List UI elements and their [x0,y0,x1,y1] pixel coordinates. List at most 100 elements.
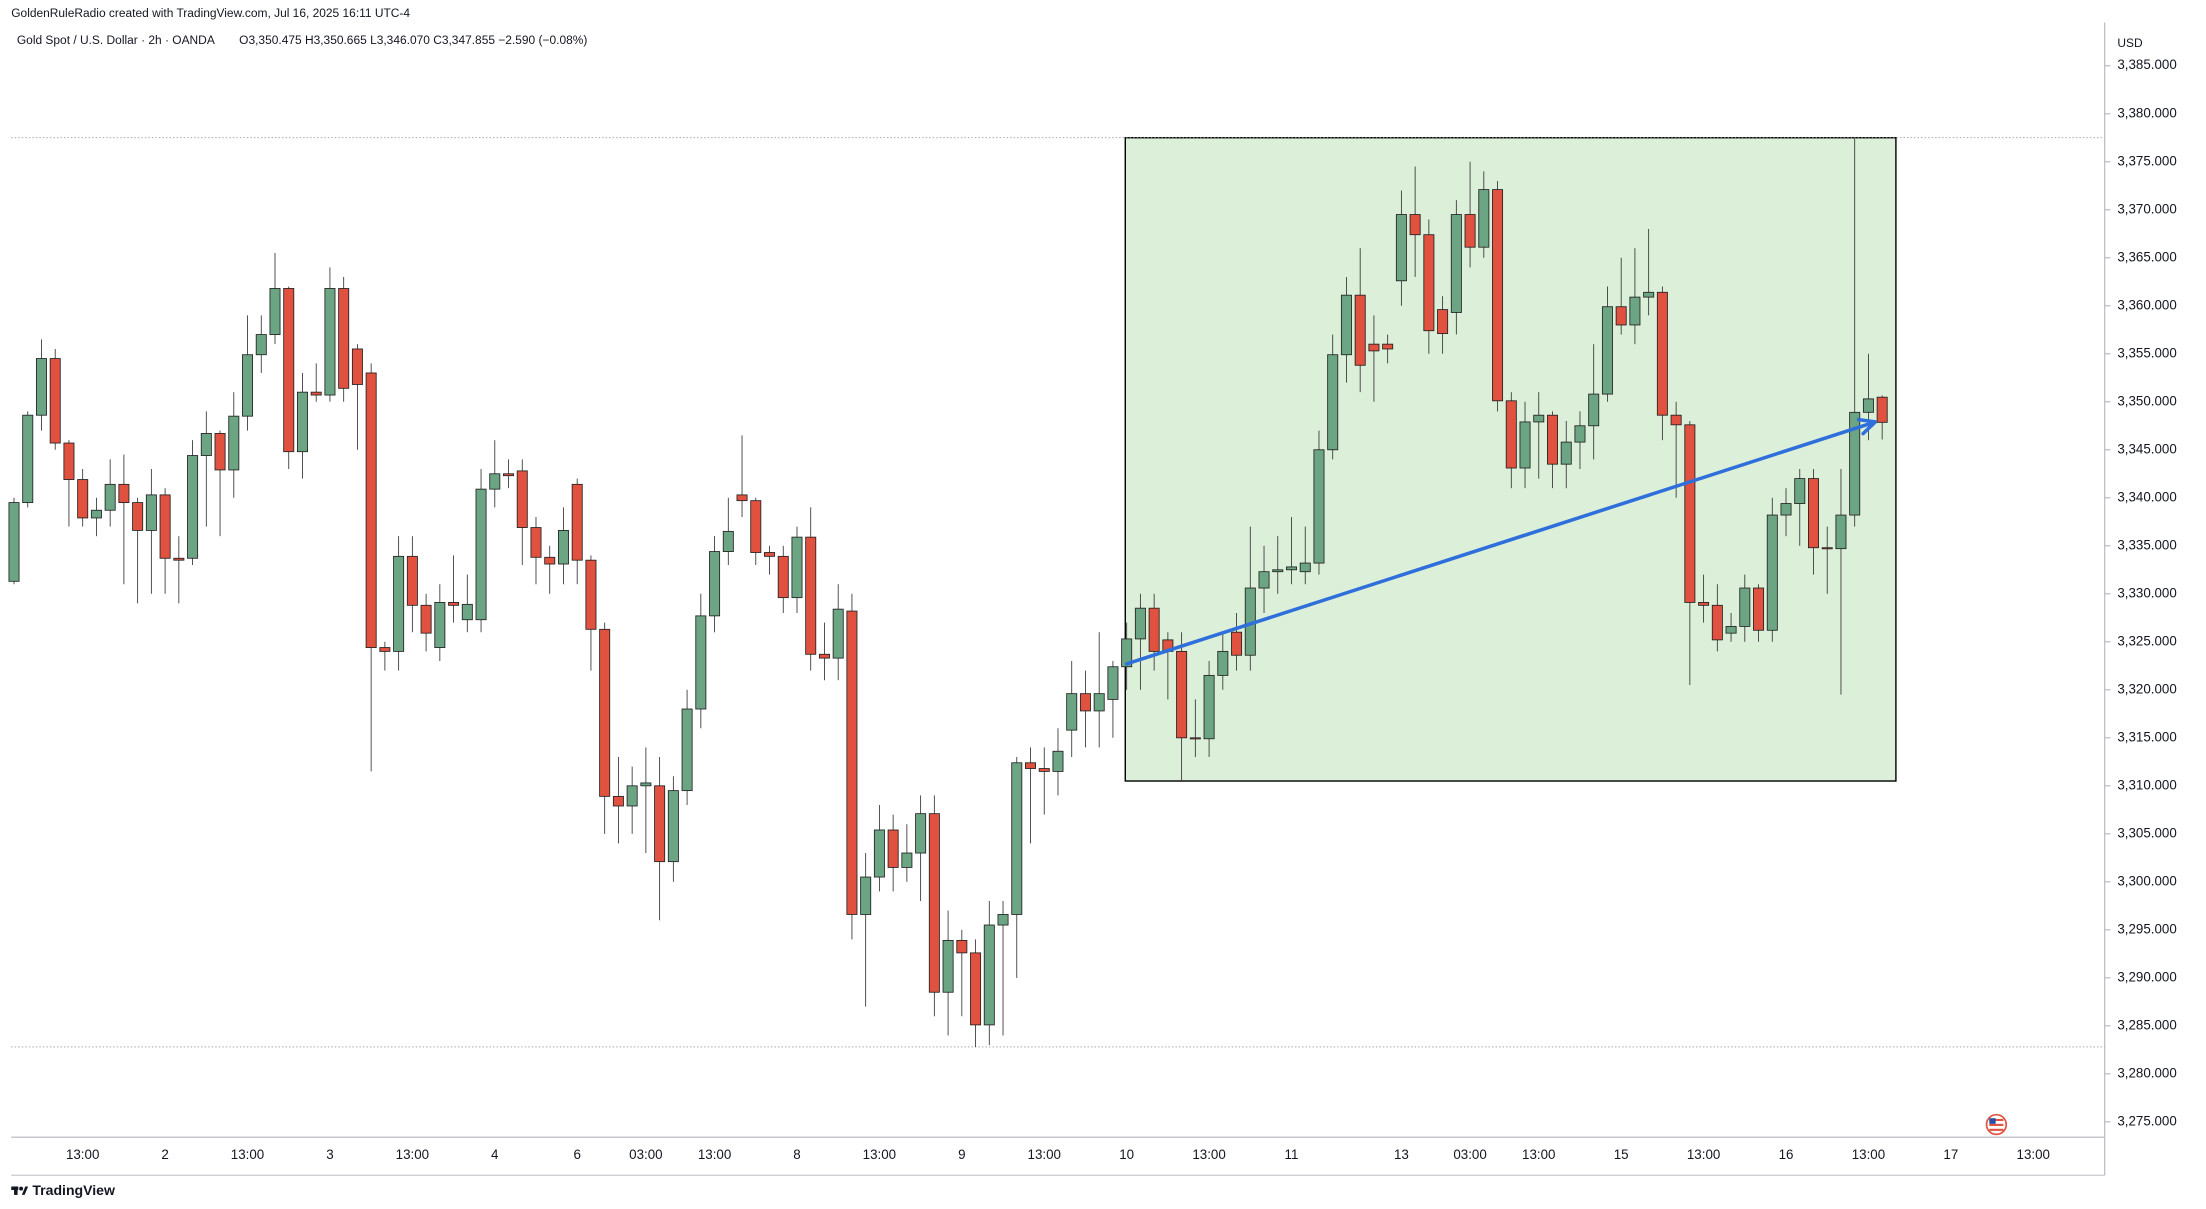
candle-body [1354,294,1366,366]
candle-body [846,610,858,915]
y-tick-label: 3,345.000 [2117,441,2176,456]
candle-body [764,552,775,557]
candle-body [1299,562,1311,573]
candle-body [434,602,446,648]
candle-body [1079,693,1091,712]
plot-area [8,137,2105,1048]
candle-body [873,829,885,878]
y-tick-label: 3,330.000 [2117,585,2176,600]
candle-body [1547,414,1558,465]
y-tick-label: 3,375.000 [2117,153,2176,168]
candle-body [338,288,350,389]
candle-body [351,348,363,385]
trend-line [1124,420,1878,666]
candle-body [1821,547,1833,550]
candle-body [1656,291,1668,416]
candle-body [365,372,377,648]
candle-body [1340,294,1352,356]
x-tick-label: 13:00 [231,1147,264,1162]
candle-body [393,555,405,652]
candle-body [8,502,20,582]
candle-body [1684,424,1696,603]
ohlc-text: O3,350.475 H3,350.665 L3,346.070 C3,347.… [239,33,587,47]
candle-body [132,502,144,531]
candle-body [1725,626,1737,634]
candle-body [681,708,693,792]
candle-body [1698,602,1710,606]
candle-body [269,288,281,335]
candle-body [228,415,240,471]
candle-body [1862,398,1874,413]
x-tick-label: 13:00 [1192,1147,1225,1162]
candle-body [1176,650,1188,739]
candle-body [1478,189,1490,248]
candle-body [1217,650,1229,676]
candle-body [887,829,899,868]
candle-body [475,488,487,621]
symbol-title: Gold Spot / U.S. Dollar · 2h · OANDA [17,33,215,47]
candle-body [544,556,556,565]
candle-body [379,647,391,652]
candle-body [928,813,940,993]
candle-body [145,494,157,531]
x-tick-label: 16 [1779,1147,1794,1162]
x-tick-label: 13:00 [396,1147,429,1162]
candle-body [1107,666,1119,700]
y-tick-label: 3,350.000 [2117,393,2176,408]
candle-body [942,939,954,993]
candle-body [1835,514,1847,550]
candle-body [1615,306,1627,326]
candle-body [1574,425,1586,443]
flag-icon [1985,1113,2008,1136]
candle-body [1588,393,1600,427]
candle-body [1203,674,1215,740]
candle-body [1753,587,1765,631]
candle-body [901,852,913,868]
candle-body [1601,306,1613,395]
y-tick-label: 3,355.000 [2117,345,2176,360]
candle-body [1450,214,1462,313]
x-tick-label: 13 [1394,1147,1409,1162]
y-tick-label: 3,300.000 [2117,873,2176,888]
currency: USD [2117,36,2143,50]
candle-body [722,530,734,552]
x-tick-label: 03:00 [1453,1147,1486,1162]
candle-body [1409,214,1421,236]
y-tick-label: 3,305.000 [2117,825,2176,840]
candle-body [104,483,116,511]
y-tick-label: 3,310.000 [2117,777,2176,792]
candle-body [1093,693,1105,712]
candle-body [173,557,185,561]
header: GoldenRuleRadio created with TradingView… [11,6,410,20]
candle-body [997,914,1009,926]
candle-body [983,924,995,1026]
candle-body [420,604,432,634]
candle-body [667,790,679,863]
candle-body [805,536,817,655]
candle-body [777,555,789,599]
y-tick-label: 3,360.000 [2117,297,2176,312]
candle-body [1395,214,1407,282]
candle-body [1464,214,1476,248]
candle-body [832,608,844,659]
candle-body [530,527,542,558]
y-tick-label: 3,385.000 [2117,57,2176,72]
trend-arrowhead [1856,417,1878,436]
x-tick-label: 03:00 [629,1147,662,1162]
candle-body [1739,587,1751,627]
y-tick-label: 3,315.000 [2117,729,2176,744]
x-tick-label: 13:00 [863,1147,896,1162]
candle-body [599,628,611,797]
brand: TradingView [32,1182,115,1198]
candle-body [860,876,872,915]
candle-body [63,442,75,480]
candle-body [626,785,638,807]
candle-body [90,509,102,519]
candle-body [640,782,652,787]
x-tick-label: 6 [573,1147,580,1162]
x-tick-label: 13:00 [66,1147,99,1162]
candle-body [1038,768,1050,772]
x-tick-label: 15 [1614,1147,1629,1162]
candle-body [296,391,308,453]
